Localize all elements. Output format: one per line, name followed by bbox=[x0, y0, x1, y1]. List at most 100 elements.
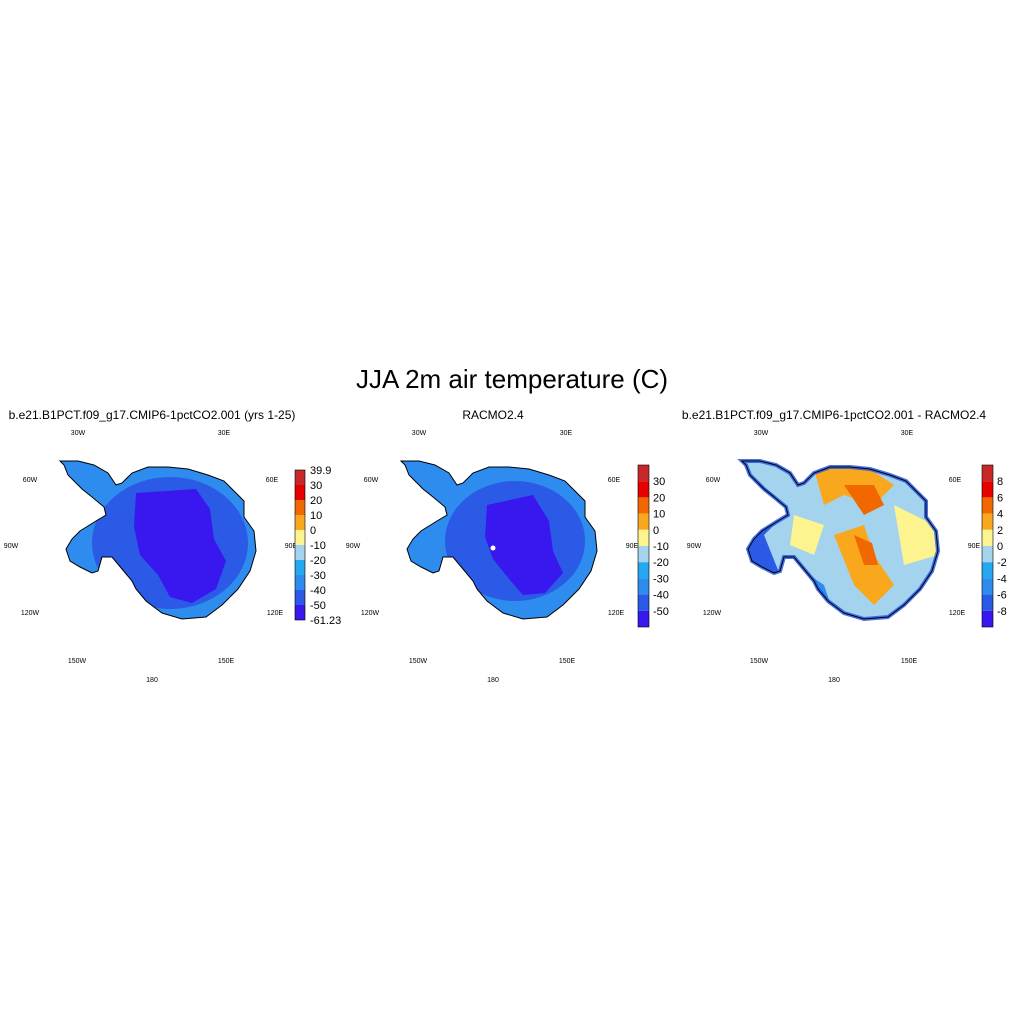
colorbar-label: 4 bbox=[997, 509, 1003, 521]
antarctica-map bbox=[59, 460, 257, 620]
colorbar-box bbox=[638, 578, 649, 595]
lon-label-90w: 90W bbox=[346, 543, 361, 550]
colorbar-box bbox=[638, 562, 649, 579]
lon-label-30w: 30W bbox=[71, 430, 86, 437]
panel-title: b.e21.B1PCT.f09_g17.CMIP6-1pctCO2.001 (y… bbox=[9, 408, 296, 422]
lon-label-60e: 60E bbox=[608, 477, 621, 484]
colorbar-label: -61.23 bbox=[310, 615, 341, 627]
lon-label-90e: 90E bbox=[968, 543, 981, 550]
lon-label-30e: 30E bbox=[218, 430, 231, 437]
colorbar-box bbox=[295, 545, 305, 560]
colorbar-box bbox=[982, 465, 993, 482]
colorbar-box bbox=[982, 513, 993, 530]
colorbar-box bbox=[982, 610, 993, 627]
lon-label-60w: 60W bbox=[23, 477, 38, 484]
lon-label-120e: 120E bbox=[949, 610, 966, 617]
colorbar-label: -8 bbox=[997, 606, 1007, 618]
colorbar-box bbox=[638, 546, 649, 563]
panel-diff: b.e21.B1PCT.f09_g17.CMIP6-1pctCO2.001 - … bbox=[682, 408, 1007, 684]
lon-label-30w: 30W bbox=[754, 430, 769, 437]
lon-label-90w: 90W bbox=[687, 543, 702, 550]
lon-label-120w: 120W bbox=[703, 610, 722, 617]
colorbar-box bbox=[295, 605, 305, 620]
colorbar-label: -20 bbox=[310, 555, 326, 567]
colorbar-label: 10 bbox=[653, 509, 665, 521]
lon-label-180: 180 bbox=[487, 677, 499, 684]
map-field-cold bbox=[134, 489, 226, 603]
colorbar: 8 6 4 2 0 -2 -4 -6 -8 bbox=[981, 464, 1007, 628]
colorbar-label: -30 bbox=[310, 570, 326, 582]
lon-label-90e: 90E bbox=[285, 543, 298, 550]
colorbar-label: -50 bbox=[310, 600, 326, 612]
colorbar-box bbox=[638, 529, 649, 546]
lon-label-30e: 30E bbox=[901, 430, 914, 437]
colorbar-box bbox=[638, 610, 649, 627]
colorbar-box bbox=[295, 485, 305, 500]
colorbar-box bbox=[982, 481, 993, 498]
colorbar-box bbox=[982, 594, 993, 611]
map-field-hot-center bbox=[854, 535, 878, 565]
panel-model: b.e21.B1PCT.f09_g17.CMIP6-1pctCO2.001 (y… bbox=[4, 408, 341, 684]
colorbar-box bbox=[982, 497, 993, 514]
colorbar-label: -10 bbox=[653, 541, 669, 553]
lon-label-30w: 30W bbox=[412, 430, 427, 437]
lon-label-60e: 60E bbox=[266, 477, 279, 484]
figure-title: JJA 2m air temperature (C) bbox=[356, 364, 668, 394]
colorbar-label: -30 bbox=[653, 573, 669, 585]
colorbar-label: 2 bbox=[997, 525, 1003, 537]
colorbar-label: 8 bbox=[997, 476, 1003, 488]
panel-title: RACMO2.4 bbox=[462, 408, 524, 422]
colorbar-label: 30 bbox=[310, 480, 322, 492]
colorbar-box bbox=[295, 575, 305, 590]
lon-label-90e: 90E bbox=[626, 543, 639, 550]
lon-label-60w: 60W bbox=[364, 477, 379, 484]
colorbar-label: 0 bbox=[653, 525, 659, 537]
colorbar-label: -4 bbox=[997, 573, 1007, 585]
lon-label-180: 180 bbox=[146, 677, 158, 684]
colorbar-box bbox=[295, 470, 305, 485]
colorbar-label: 0 bbox=[997, 541, 1003, 553]
lon-label-150w: 150W bbox=[750, 658, 769, 665]
colorbar-label: 6 bbox=[997, 492, 1003, 504]
lon-label-150e: 150E bbox=[559, 658, 576, 665]
colorbar-label: -20 bbox=[653, 557, 669, 569]
colorbar-label: -40 bbox=[653, 590, 669, 602]
colorbar-label: -50 bbox=[653, 606, 669, 618]
colorbar-label: 10 bbox=[310, 510, 322, 522]
colorbar: 30 20 10 0 -10 -20 -30 -40 -50 bbox=[637, 464, 669, 628]
colorbar-box bbox=[295, 590, 305, 605]
colorbar-label: 39.9 bbox=[310, 465, 331, 477]
colorbar-label: 20 bbox=[653, 492, 665, 504]
colorbar-box bbox=[638, 513, 649, 530]
lon-label-180: 180 bbox=[828, 677, 840, 684]
colorbar-box bbox=[638, 465, 649, 482]
colorbar-label: 20 bbox=[310, 495, 322, 507]
lon-label-60e: 60E bbox=[949, 477, 962, 484]
map-field-mild-west bbox=[790, 515, 824, 555]
lon-label-120w: 120W bbox=[21, 610, 40, 617]
map-field-cold bbox=[485, 495, 563, 595]
colorbar-box bbox=[295, 530, 305, 545]
colorbar-label: 0 bbox=[310, 525, 316, 537]
lon-label-150w: 150W bbox=[409, 658, 428, 665]
lon-label-120e: 120E bbox=[608, 610, 625, 617]
colorbar-box bbox=[982, 546, 993, 563]
lon-label-150e: 150E bbox=[901, 658, 918, 665]
map-pole-hole bbox=[490, 545, 496, 551]
map-field-hot-north bbox=[844, 485, 884, 515]
lon-label-60w: 60W bbox=[706, 477, 721, 484]
colorbar-box bbox=[638, 497, 649, 514]
colorbar-frame bbox=[981, 464, 994, 628]
colorbar-box bbox=[638, 594, 649, 611]
colorbar-box bbox=[295, 560, 305, 575]
colorbar-box bbox=[982, 578, 993, 595]
colorbar-frame bbox=[637, 464, 650, 628]
antarctica-map bbox=[400, 460, 598, 620]
lon-label-150w: 150W bbox=[68, 658, 87, 665]
colorbar: 39.9 30 20 10 0 -10 -20 -30 -40 -50 -61.23 bbox=[294, 465, 341, 627]
colorbar-box bbox=[295, 500, 305, 515]
colorbar-box bbox=[295, 515, 305, 530]
colorbar-label: -2 bbox=[997, 557, 1007, 569]
colorbar-label: 30 bbox=[653, 476, 665, 488]
